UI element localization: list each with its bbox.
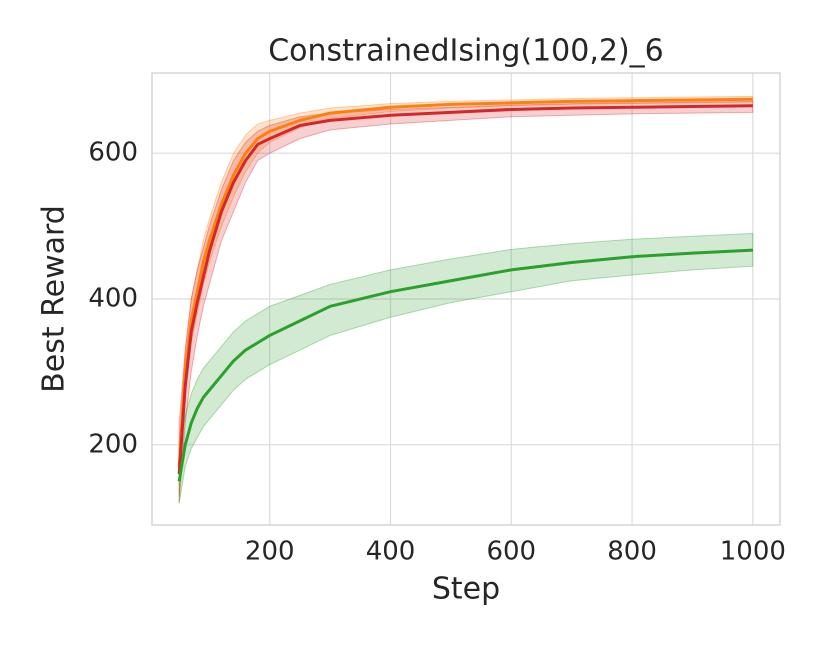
x-tick-label: 200 — [245, 537, 295, 567]
x-tick-label: 600 — [486, 537, 536, 567]
x-tick-label: 400 — [366, 537, 416, 567]
x-tick-label: 800 — [607, 537, 657, 567]
line — [177, 248, 753, 482]
line — [177, 97, 753, 467]
chart-title: ConstrainedIsing(100,2)_6 — [268, 34, 664, 69]
y-tick-label: 200 — [88, 429, 138, 459]
x-axis-label: Step — [432, 572, 500, 607]
y-axis-label: Best Reward — [37, 205, 72, 393]
band — [178, 95, 754, 496]
y-tick-label: 400 — [88, 284, 138, 314]
plot-frame — [151, 72, 781, 526]
band — [178, 100, 754, 504]
band — [178, 232, 754, 504]
x-tick-label: 1000 — [720, 537, 786, 567]
y-tick-label: 600 — [88, 138, 138, 168]
line — [177, 104, 753, 475]
